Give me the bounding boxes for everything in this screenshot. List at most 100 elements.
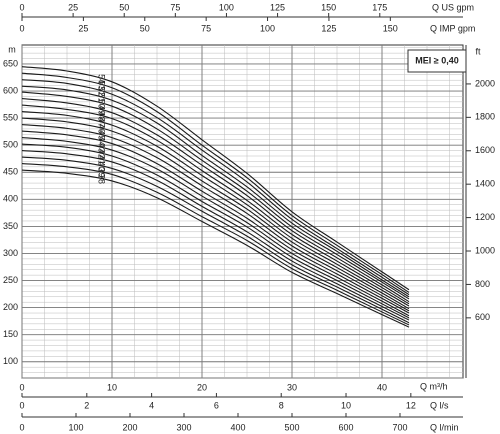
tick-label: 100 (68, 422, 83, 432)
y-tick-label: 250 (3, 275, 18, 285)
tick-label: 6 (214, 400, 219, 410)
y-tick-label: 600 (3, 85, 18, 95)
tick-label: 8 (279, 400, 284, 410)
x-tick-label: 10 (107, 382, 117, 392)
pump-curve (21, 124, 410, 312)
curve-label: 43 (96, 143, 106, 153)
y-tick-label: 350 (3, 221, 18, 231)
curve-label: 52 (96, 87, 106, 97)
pump-curve (21, 169, 410, 328)
y2-tick-label: 600 (475, 312, 490, 322)
y-tick-label: 550 (3, 112, 18, 122)
curve-label: 49 (96, 105, 106, 115)
y-tick-label: 450 (3, 167, 18, 177)
tick-label: 400 (230, 422, 245, 432)
curve-label: 53 (96, 80, 106, 90)
pump-curve (21, 117, 410, 310)
x-tick-label: 20 (197, 382, 207, 392)
y2-tick-label: 1800 (475, 112, 495, 122)
curve-label: 41 (96, 155, 106, 165)
y-tick-label: 150 (3, 329, 18, 339)
y-tick-label: 400 (3, 194, 18, 204)
tick-label: 150 (321, 2, 336, 12)
tick-label: 50 (140, 23, 150, 33)
tick-label: 12 (406, 400, 416, 410)
tick-label: 100 (260, 23, 275, 33)
y2-tick-label: 1200 (475, 212, 495, 222)
curve-label: 38 (96, 174, 106, 184)
curve-label: 51 (96, 93, 106, 103)
pump-curve (21, 156, 410, 324)
pump-curve (21, 111, 410, 307)
y-tick-label: 300 (3, 248, 18, 258)
tick-label: 125 (321, 23, 336, 33)
pump-curve (21, 79, 410, 296)
tick-label: 0 (19, 2, 24, 12)
pump-curve (21, 104, 410, 305)
x-axis-label: Q m³/h (420, 381, 448, 391)
y-tick-label: 500 (3, 140, 18, 150)
y2-tick-label: 1400 (475, 179, 495, 189)
tick-label: 700 (392, 422, 407, 432)
pump-curve (21, 72, 410, 293)
y2-axis-label: ft (475, 46, 481, 56)
x-tick-label: 40 (377, 382, 387, 392)
axis-label: Q l/min (430, 422, 459, 432)
curve-label: 42 (96, 149, 106, 159)
tick-label: 0 (19, 400, 24, 410)
tick-label: 25 (68, 2, 78, 12)
pump-curve (21, 163, 410, 326)
curve-label: 47 (96, 118, 106, 128)
curve-label: 54 (96, 74, 106, 84)
tick-label: 300 (176, 422, 191, 432)
pump-curve (21, 85, 410, 298)
y2-tick-label: 2000 (475, 78, 495, 88)
curve-label: 46 (96, 124, 106, 134)
tick-label: 25 (78, 23, 88, 33)
curve-label: 45 (96, 130, 106, 140)
curve-label: 44 (96, 136, 106, 146)
pump-curve (21, 130, 410, 314)
tick-label: 125 (270, 2, 285, 12)
tick-label: 175 (372, 2, 387, 12)
tick-label: 150 (383, 23, 398, 33)
tick-label: 2 (84, 400, 89, 410)
y-tick-label: 650 (3, 58, 18, 68)
plot-frame (21, 44, 464, 379)
y2-tick-label: 1000 (475, 245, 495, 255)
annotation: MEI ≥ 0,40 (415, 55, 458, 65)
tick-label: 600 (338, 422, 353, 432)
curve-label: 40 (96, 161, 106, 171)
tick-label: 50 (119, 2, 129, 12)
tick-label: 0 (19, 422, 24, 432)
tick-label: 500 (284, 422, 299, 432)
tick-label: 10 (341, 400, 351, 410)
x-tick-label: 30 (287, 382, 297, 392)
curve-label: 39 (96, 168, 106, 178)
y2-tick-label: 1600 (475, 145, 495, 155)
curve-label: 48 (96, 111, 106, 121)
annotation-box (407, 49, 467, 73)
y2-tick-label: 800 (475, 279, 490, 289)
y-tick-label: 200 (3, 302, 18, 312)
curve-label: 50 (96, 99, 106, 109)
axis-label: Q IMP gpm (430, 23, 475, 33)
tick-label: 4 (149, 400, 154, 410)
pump-curve (21, 143, 410, 319)
y-axis-label: m (8, 44, 16, 54)
axis-label: Q US gpm (432, 2, 474, 12)
tick-label: 100 (219, 2, 234, 12)
x-tick-label: 0 (19, 382, 24, 392)
tick-label: 200 (122, 422, 137, 432)
tick-label: 75 (170, 2, 180, 12)
pump-curve (21, 91, 410, 300)
pump-curve (21, 150, 410, 321)
tick-label: 0 (19, 23, 24, 33)
pump-curve (21, 137, 410, 317)
y-tick-label: 100 (3, 356, 18, 366)
pump-curve (21, 66, 410, 291)
pump-curve (21, 98, 410, 303)
tick-label: 75 (201, 23, 211, 33)
axis-label: Q l/s (430, 400, 449, 410)
